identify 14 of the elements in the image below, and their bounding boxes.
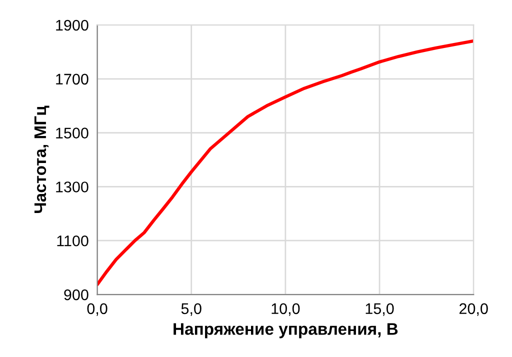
x-axis-title: Напряжение управления, В bbox=[174, 323, 398, 338]
y-tick-label: 1700 bbox=[56, 74, 88, 85]
y-tick-label: 900 bbox=[64, 289, 88, 300]
y-axis-title: Частота, МГц bbox=[34, 106, 50, 213]
y-tick-label: 1100 bbox=[57, 235, 88, 246]
x-tick-label: 20,0 bbox=[460, 303, 488, 316]
x-tick-label: 15,0 bbox=[366, 303, 394, 316]
x-tick-label: 0,0 bbox=[87, 303, 108, 316]
y-tick-label: 1300 bbox=[56, 182, 88, 192]
line-series bbox=[97, 39, 474, 286]
y-tick-label: 1500 bbox=[56, 128, 88, 138]
x-tick-label: 5,0 bbox=[181, 303, 202, 316]
y-tick-label: 1900 bbox=[56, 20, 88, 31]
x-tick-label: 10,0 bbox=[272, 303, 300, 316]
